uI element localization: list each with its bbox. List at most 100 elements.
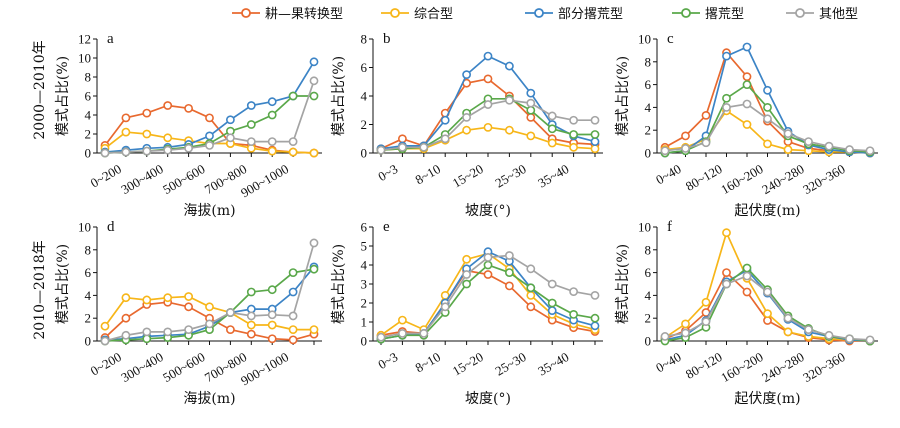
data-point (246, 311, 256, 321)
x-tick-label: 80~120 (683, 349, 725, 382)
y-tick-label: 4 (645, 100, 652, 115)
data-point (225, 325, 235, 334)
y-tick-label: 6 (85, 89, 92, 104)
y-tick-label: 6 (85, 265, 92, 280)
series (660, 99, 875, 156)
data-point (184, 143, 193, 153)
x-tick-label: 320~360 (800, 349, 847, 385)
data-point (590, 321, 600, 331)
series (376, 74, 600, 154)
data-point (569, 142, 578, 152)
data-point (742, 42, 752, 52)
x-tick-label: 320~360 (800, 161, 847, 197)
data-point (267, 334, 277, 344)
row-label-bottom: 2010—2018年 (32, 240, 48, 339)
data-point (504, 95, 514, 105)
data-point (462, 70, 471, 80)
data-point (504, 268, 514, 277)
y-tick-label: 0 (85, 334, 92, 349)
data-point (142, 295, 152, 305)
data-point (722, 228, 731, 238)
data-point (722, 268, 731, 277)
x-axis-label: 坡度(°) (465, 203, 511, 219)
data-point (309, 325, 319, 334)
data-point (267, 137, 277, 146)
legend-label: 耕—果转换型 (265, 6, 343, 22)
legend-item: 综合型 (381, 7, 453, 22)
data-point (526, 105, 536, 115)
panel-e: 0 1 2 3 4 5 6 0~3 8~10 15~20 25~30 35~40 e 坡度(°) 模式占比(… (331, 219, 603, 407)
y-tick-label: 0 (645, 146, 652, 161)
data-point (783, 129, 793, 139)
data-point (763, 309, 772, 319)
data-point (865, 146, 875, 156)
panel-b: 0 2 4 6 8 0~3 8~10 15~20 25~30 35~40 b 坡度(°) 模式占比(%) (331, 31, 603, 219)
y-tick-label: 0 (85, 146, 92, 161)
data-point (142, 327, 152, 337)
panel-d: 02468100~200300~400500~600700~800900~100… (55, 219, 322, 407)
data-point (142, 129, 152, 139)
data-point (246, 287, 256, 297)
legend-marker (241, 8, 251, 18)
data-point (440, 302, 450, 312)
data-point (142, 108, 152, 118)
data-point (397, 142, 407, 152)
data-point (547, 124, 557, 134)
y-tick-label: 10 (638, 220, 651, 235)
data-point (681, 328, 690, 338)
data-point (288, 287, 298, 297)
data-point (376, 332, 386, 342)
data-point (763, 139, 772, 149)
data-point (288, 147, 298, 157)
y-axis-label: 模式占比(%) (55, 244, 71, 324)
data-point (701, 317, 711, 327)
series-line (664, 50, 871, 154)
y-tick-label: 0 (645, 334, 652, 349)
series (660, 263, 875, 346)
data-point (483, 122, 493, 132)
y-tick-label: 4 (361, 258, 368, 273)
data-point (205, 302, 214, 312)
x-axis-label: 坡度(°) (465, 391, 511, 407)
data-point (288, 311, 298, 321)
x-tick-label: 25~30 (492, 349, 528, 379)
data-point (205, 131, 214, 141)
data-point (590, 137, 600, 146)
data-point (483, 260, 493, 270)
data-point (246, 320, 256, 330)
data-point (440, 134, 450, 144)
panel-letter: d (107, 219, 115, 235)
data-point (526, 112, 536, 122)
series-line (664, 271, 870, 342)
data-point (184, 302, 193, 312)
data-point (783, 327, 793, 337)
y-tick-label: 8 (361, 32, 368, 47)
x-tick-label: 900~1000 (238, 161, 291, 200)
series-line (664, 45, 871, 154)
data-point (504, 281, 514, 291)
y-tick-label: 2 (645, 311, 652, 326)
data-point (783, 145, 793, 154)
x-tick-label: 35~40 (535, 349, 571, 379)
data-point (660, 332, 670, 341)
data-point (526, 290, 536, 300)
data-point (569, 130, 578, 139)
y-tick-label: 2 (645, 123, 652, 138)
data-point (205, 319, 214, 329)
data-point (462, 254, 471, 264)
x-tick-label: 80~120 (683, 161, 725, 194)
data-point (121, 293, 131, 303)
y-tick-label: 4 (85, 108, 92, 123)
legend-label: 撂荒型 (705, 7, 744, 22)
data-point (824, 330, 834, 340)
data-point (763, 103, 772, 112)
y-tick-label: 8 (645, 54, 652, 69)
data-point (288, 325, 298, 334)
series (376, 251, 600, 342)
y-tick-label: 10 (78, 220, 91, 235)
data-point (763, 85, 772, 95)
data-point (547, 298, 557, 308)
series (376, 95, 600, 155)
data-point (142, 146, 152, 156)
y-tick-label: 4 (85, 288, 92, 303)
